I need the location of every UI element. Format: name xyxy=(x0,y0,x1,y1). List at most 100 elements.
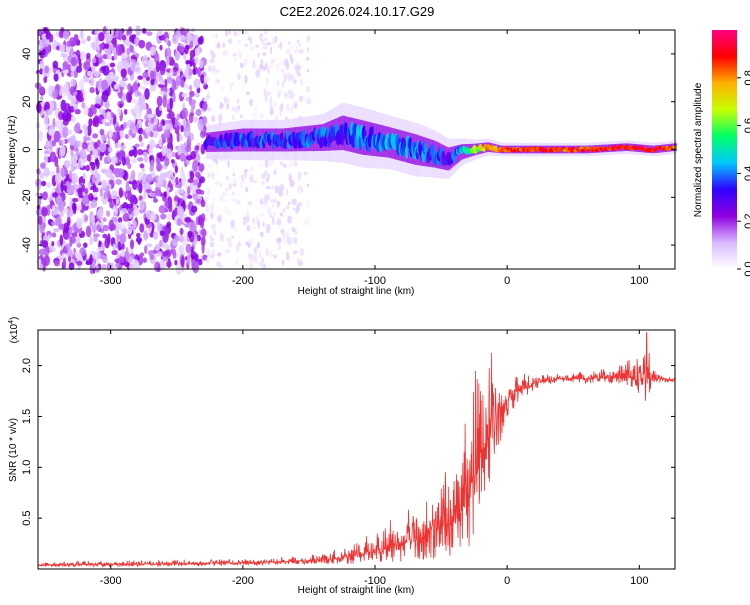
spectrogram-noise-cell xyxy=(128,214,132,220)
spectrogram-faint-cell xyxy=(206,94,210,100)
spectrogram-noise-cell xyxy=(181,107,188,119)
spectrogram-faint-cell xyxy=(263,194,269,203)
spectrogram-noise-cell xyxy=(78,187,83,199)
spectrogram-faint-cell xyxy=(264,159,269,168)
spectrogram-noise-cell xyxy=(66,220,71,227)
spectrogram-noise-cell xyxy=(161,145,168,154)
spectrogram-noise-cell xyxy=(99,153,103,161)
spectrogram-faint-cell xyxy=(282,208,286,214)
spectrogram-faint-cell xyxy=(291,104,294,111)
spectrogram-noise-cell xyxy=(98,32,105,42)
spectrogram-faint-cell xyxy=(272,212,277,216)
spectrogram-noise-cell xyxy=(172,91,176,103)
spectrogram-noise-cell xyxy=(97,208,103,219)
spectrogram-noise-cell xyxy=(113,84,119,90)
spectrogram-noise-cell xyxy=(189,49,195,59)
spectrogram-noise-cell xyxy=(149,254,155,260)
spectrogram-faint-cell xyxy=(291,173,296,178)
spectrogram-noise-cell xyxy=(167,40,171,47)
spectrogram-noise-cell xyxy=(96,224,101,232)
spectrogram-noise-cell xyxy=(168,180,172,189)
spectrogram-noise-cell xyxy=(129,34,135,43)
spectrogram-noise-cell xyxy=(120,68,127,78)
spectrogram-noise-cell xyxy=(102,217,107,222)
spectrogram-faint-cell xyxy=(239,62,244,69)
spectrogram-faint-cell xyxy=(269,95,273,105)
spectrogram-faint-cell xyxy=(218,113,223,123)
spectrogram-faint-cell xyxy=(250,173,254,178)
spectrogram-noise-cell xyxy=(186,194,193,199)
spectrogram-noise-cell xyxy=(68,262,75,271)
spectrogram-noise-cell xyxy=(52,192,59,198)
spectrogram-noise-cell xyxy=(49,246,56,253)
spectrogram-faint-cell xyxy=(283,58,289,67)
spectrogram-faint-cell xyxy=(268,251,273,258)
spectrogram-noise-cell xyxy=(115,75,119,82)
spectrogram-faint-cell xyxy=(215,159,219,165)
spectrogram-faint-cell xyxy=(295,45,299,54)
spectrogram-noise-cell xyxy=(79,148,87,160)
spectrogram-faint-cell xyxy=(295,204,300,212)
spectrogram-noise-cell xyxy=(125,246,129,259)
spectrogram-noise-cell xyxy=(156,30,164,36)
spectrogram-faint-cell xyxy=(220,182,223,188)
spectrogram-faint-cell xyxy=(243,168,249,173)
spectrogram-faint-cell xyxy=(226,175,229,181)
spectrogram-noise-cell xyxy=(134,53,140,58)
spectrogram-faint-cell xyxy=(269,213,273,219)
spectrogram-noise-cell xyxy=(128,263,134,270)
spectrogram-faint-cell xyxy=(216,261,221,267)
spectrogram-noise-cell xyxy=(179,143,186,156)
spectrogram-noise-cell xyxy=(88,118,93,127)
spectrogram-faint-cell xyxy=(245,241,250,246)
spectrogram-noise-cell xyxy=(149,46,156,56)
spectrogram-faint-cell xyxy=(287,95,292,99)
spectrogram-noise-cell xyxy=(152,177,156,183)
spectrogram-faint-cell xyxy=(297,257,300,266)
spectrogram-noise-cell xyxy=(73,103,78,111)
spectrogram-noise-cell xyxy=(198,163,205,172)
spectrogram-noise-cell xyxy=(159,79,165,85)
spectrogram-noise-cell xyxy=(68,225,73,236)
spectrogram-noise-cell xyxy=(133,98,138,104)
spectrogram-faint-cell xyxy=(269,46,273,54)
spectrogram-noise-cell xyxy=(65,243,71,251)
spectrogram-noise-cell xyxy=(45,141,50,148)
spectrogram-faint-cell xyxy=(249,46,255,51)
spectrogram-noise-cell xyxy=(120,52,128,59)
spectrogram-noise-cell xyxy=(195,198,202,204)
spectrogram-noise-cell xyxy=(141,28,147,34)
spectrogram-noise-cell xyxy=(187,230,192,239)
spectrogram-noise-cell xyxy=(81,184,86,193)
spectrogram-noise-cell xyxy=(40,99,45,107)
spectrogram-noise-cell xyxy=(143,192,147,200)
spectrogram-noise-cell xyxy=(99,187,104,198)
spectrogram-noise-cell xyxy=(166,213,172,221)
spectrogram-noise-cell xyxy=(159,121,163,131)
spectrogram-noise-cell xyxy=(199,60,204,69)
spectrogram-faint-cell xyxy=(253,105,258,114)
spectrogram-faint-cell xyxy=(265,77,269,87)
spectrogram-noise-cell xyxy=(165,55,170,67)
spectrogram-noise-cell xyxy=(159,259,166,271)
spectrogram-x-label: Height of straight line (km) xyxy=(298,286,415,297)
spectrogram-noise-cell xyxy=(70,78,77,87)
spectrogram-noise-cell xyxy=(64,103,71,112)
spectrogram-faint-cell xyxy=(267,42,272,46)
spectrogram-faint-cell xyxy=(295,98,298,105)
spectrogram-noise-cell xyxy=(192,67,196,76)
spectrogram-noise-cell xyxy=(124,261,130,268)
spectrogram-faint-cell xyxy=(259,112,264,119)
spectrogram-noise-cell xyxy=(128,255,133,263)
colorbar-tick-label: 0.4 xyxy=(743,166,750,181)
colorbar-tick-label: 0.8 xyxy=(743,70,750,85)
spectrogram-faint-cell xyxy=(296,39,300,44)
spectrogram-faint-cell xyxy=(232,179,237,183)
spectrogram-noise-cell xyxy=(39,222,45,234)
spectrogram-noise-cell xyxy=(181,93,188,98)
spectrogram-noise-cell xyxy=(155,189,162,197)
spectrogram-faint-cell xyxy=(216,170,221,179)
spectrogram-noise-cell xyxy=(138,134,143,142)
spectrogram-noise-cell xyxy=(101,61,106,67)
spectrogram-noise-cell xyxy=(62,69,69,74)
